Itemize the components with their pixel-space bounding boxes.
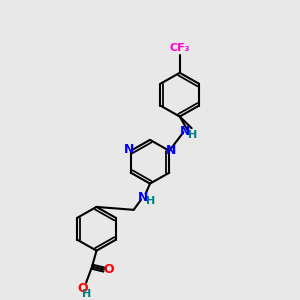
Text: H: H: [146, 196, 155, 206]
Text: H: H: [82, 289, 91, 299]
Text: CF₃: CF₃: [169, 43, 190, 53]
Text: O: O: [103, 263, 114, 276]
Text: N: N: [180, 125, 190, 138]
Text: N: N: [137, 191, 148, 204]
Text: O: O: [77, 282, 88, 295]
Text: N: N: [124, 143, 134, 156]
Text: N: N: [166, 144, 176, 157]
Text: H: H: [188, 130, 198, 140]
